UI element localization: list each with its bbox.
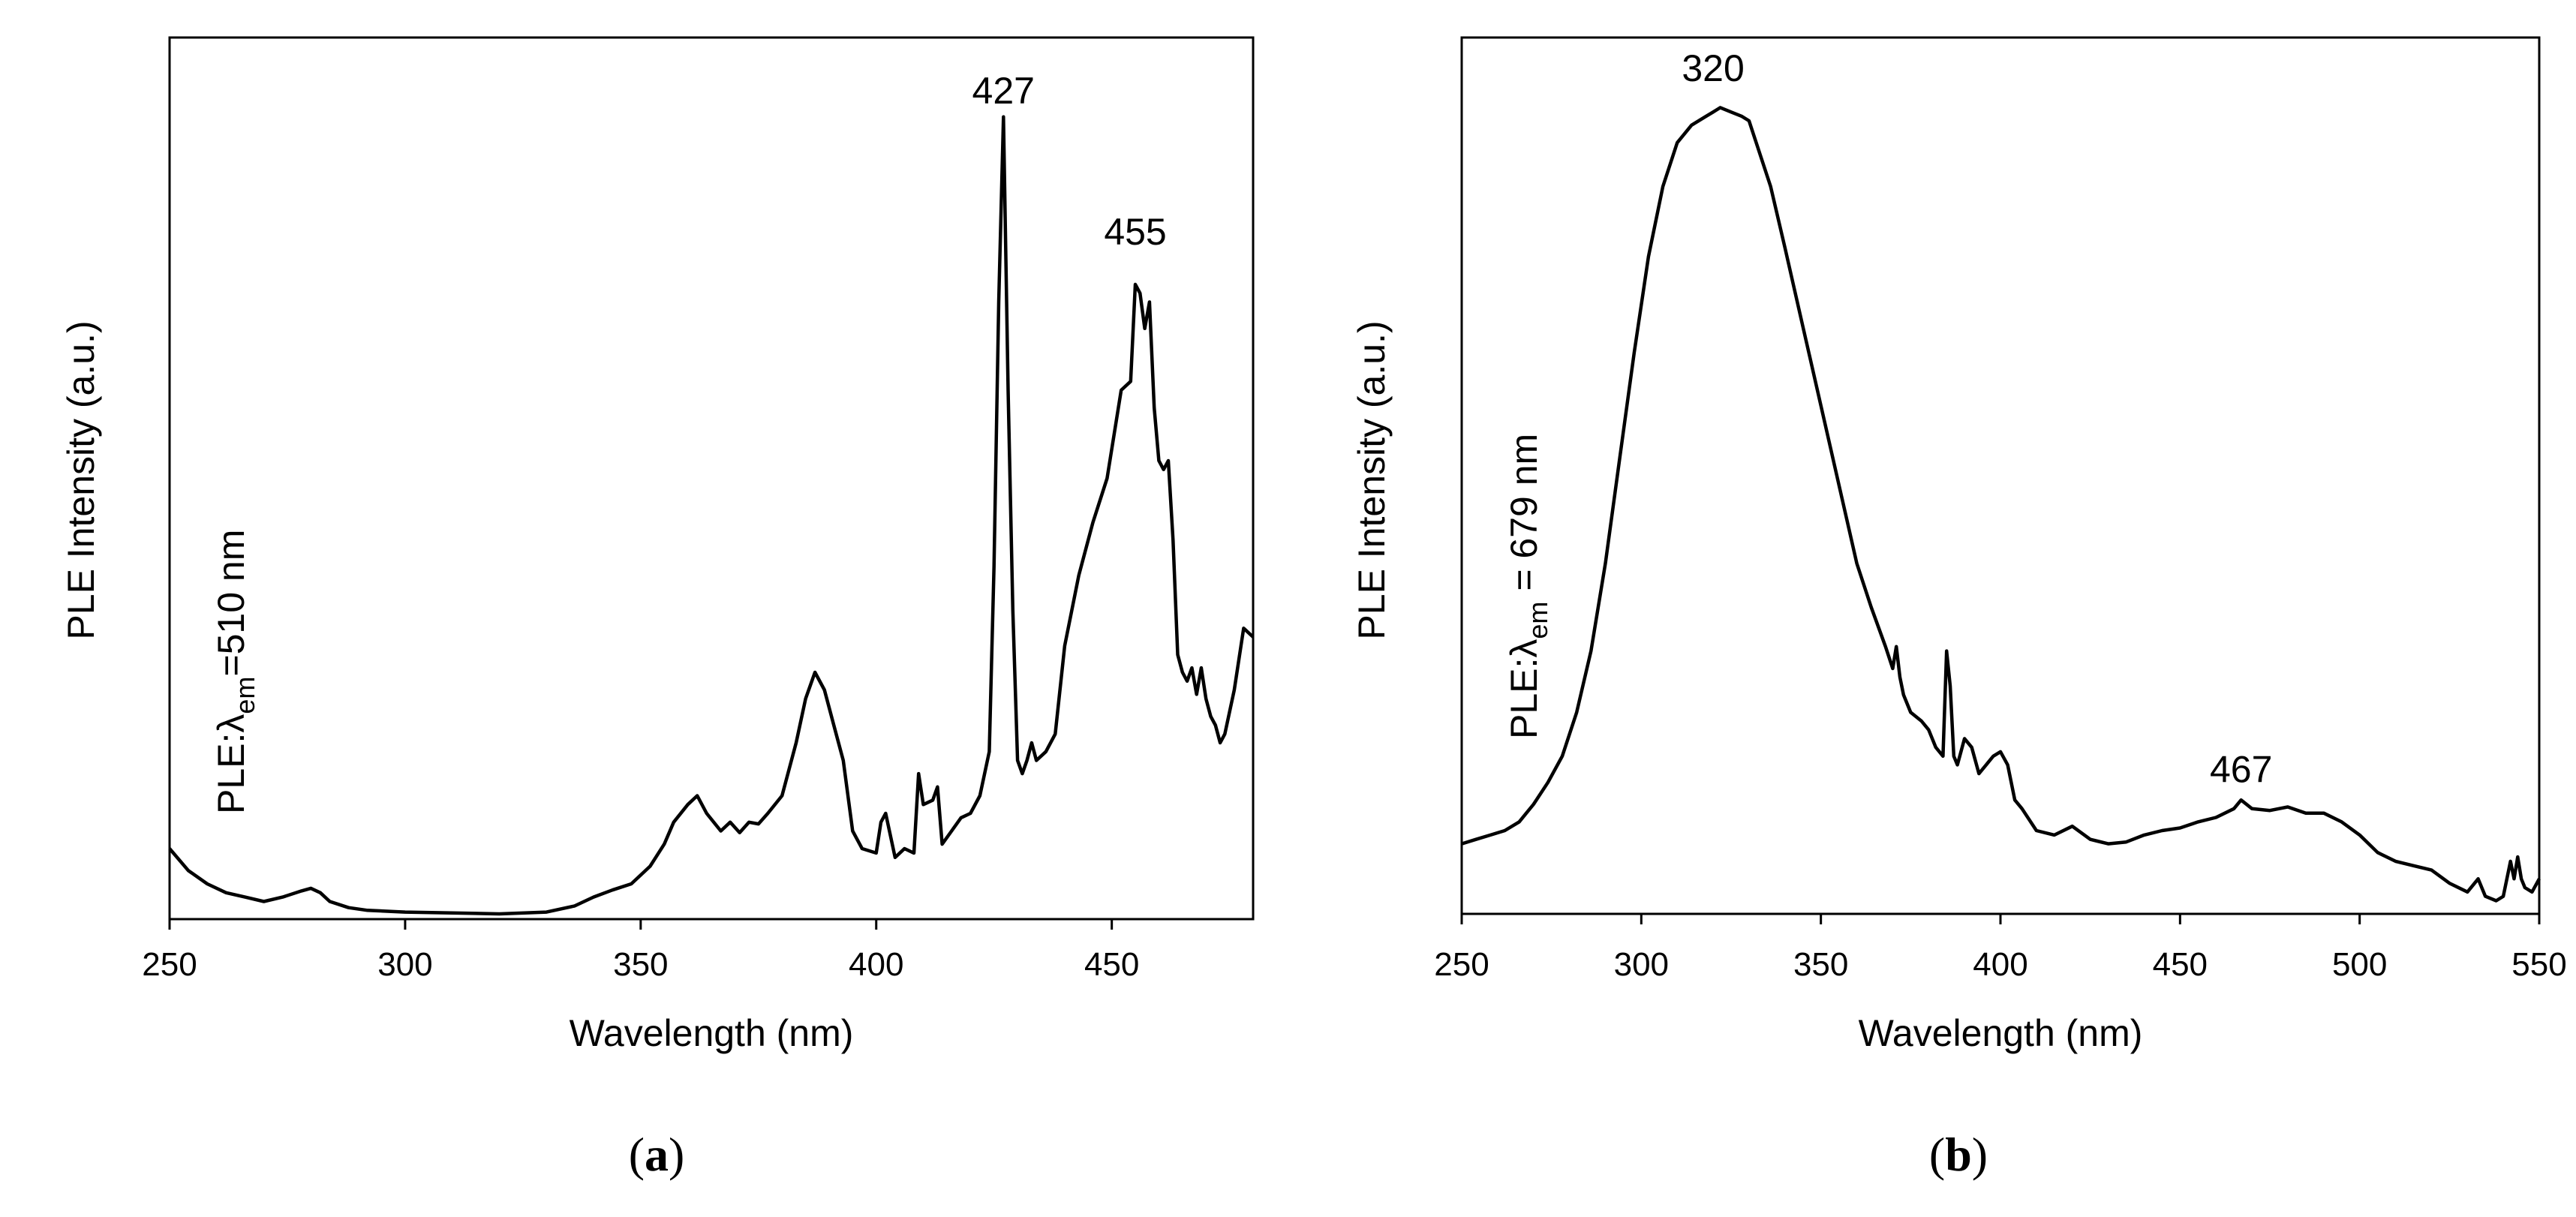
- panel-b-x-axis-label: Wavelength (nm): [1859, 1012, 2143, 1054]
- panel-a-x-ticks: [168, 919, 1114, 930]
- panel-a-caption-letter: a: [645, 1128, 669, 1181]
- panel-b-plot-frame: [1460, 36, 2541, 915]
- panel-a-caption: (a): [629, 1128, 685, 1181]
- panel-b-x-tick-label: 350: [1793, 946, 1848, 983]
- panel-a-annotation: PLE:λem=510 nm: [210, 530, 260, 814]
- panel-b: 250 300 350 400 450 500 550 320 467 Wavelength …: [1351, 36, 2567, 1181]
- panel-a-peak-label-455: 455: [1104, 211, 1166, 253]
- panel-a-x-tick-label: 450: [1084, 946, 1139, 983]
- panel-a-caption-close: ): [669, 1128, 684, 1181]
- panel-a-peak-label-427: 427: [972, 70, 1035, 112]
- panel-a-annotation-suffix: =510 nm: [210, 530, 252, 677]
- panel-b-x-tick-label: 500: [2332, 946, 2387, 983]
- panel-a-x-axis-label: Wavelength (nm): [570, 1012, 854, 1054]
- panel-a-y-axis-label: PLE Intensity (a.u.): [60, 320, 102, 639]
- panel-b-annotation-suffix: = 679 nm: [1503, 434, 1545, 602]
- panel-b-x-tick-label: 300: [1614, 946, 1669, 983]
- panel-a-annotation-lambda: λ: [210, 714, 252, 733]
- panel-b-x-tick-label: 400: [1973, 946, 2027, 983]
- panel-b-annotation-lambda: λ: [1503, 639, 1545, 658]
- panel-b-peak-label-320: 320: [1682, 47, 1744, 89]
- panel-b-annotation-prefix: PLE:: [1503, 658, 1545, 739]
- panel-b-annotation-subscript: em: [1522, 602, 1553, 639]
- panel-a-x-tick-label: 400: [849, 946, 903, 983]
- panel-b-peak-labels: 320 467: [1682, 47, 2272, 790]
- panel-a-x-tick-label: 300: [377, 946, 432, 983]
- panel-b-caption: (b): [1929, 1128, 1988, 1181]
- panel-b-x-tick-label: 550: [2511, 946, 2566, 983]
- panel-a-series-line: [168, 115, 1255, 916]
- panel-b-y-axis-label: PLE Intensity (a.u.): [1351, 320, 1393, 639]
- panel-a: 250 300 350 400 450 427 455 Wavelength (nm) P…: [60, 36, 1255, 1181]
- panel-a-peak-labels: 427 455: [972, 70, 1167, 253]
- panel-b-x-tick-label: 450: [2153, 946, 2208, 983]
- panel-a-x-tick-label: 350: [613, 946, 668, 983]
- panel-a-plot-frame: [168, 36, 1255, 921]
- panel-a-annotation-prefix: PLE:: [210, 733, 252, 814]
- panel-a-annotation-subscript: em: [230, 677, 260, 714]
- panel-b-x-tick-labels: 250 300 350 400 450 500 550: [1434, 946, 2566, 983]
- panel-b-annotation: PLE:λem = 679 nm: [1503, 434, 1553, 739]
- panel-b-caption-close: ): [1972, 1128, 1988, 1181]
- panel-b-x-tick-label: 250: [1434, 946, 1489, 983]
- panel-b-peak-label-467: 467: [2210, 748, 2272, 790]
- panel-a-x-tick-label: 250: [142, 946, 197, 983]
- panel-b-caption-open: (: [1929, 1128, 1945, 1181]
- panel-b-series-line: [1461, 106, 2541, 903]
- panel-a-caption-open: (: [629, 1128, 645, 1181]
- panel-b-caption-letter: b: [1945, 1128, 1972, 1181]
- panel-b-x-ticks: [1460, 914, 2541, 924]
- panel-a-x-tick-labels: 250 300 350 400 450: [142, 946, 1139, 983]
